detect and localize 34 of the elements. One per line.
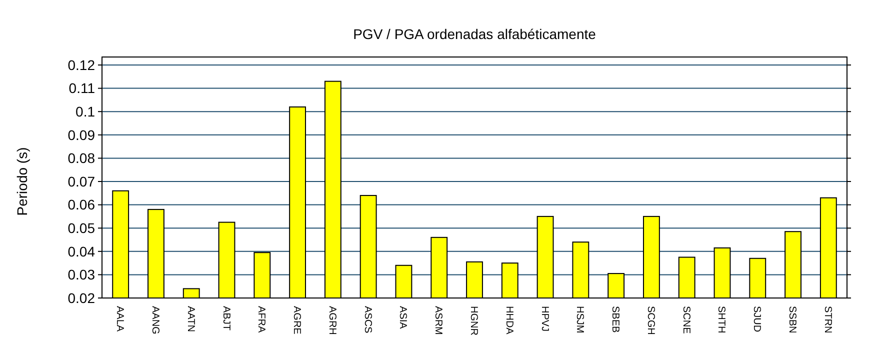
- x-tick-label: SJUD: [751, 306, 762, 332]
- x-tick-label: AGRH: [326, 306, 338, 335]
- chart-title: PGV / PGA ordenadas alfabéticamente: [353, 26, 596, 42]
- y-tick-label: 0.11: [68, 80, 96, 96]
- y-tick-label: 0.1: [76, 104, 96, 120]
- x-tick-label: HPVJ: [538, 306, 550, 332]
- x-tick-label: ABJT: [220, 306, 232, 330]
- y-tick-label: 0.03: [68, 266, 96, 283]
- x-tick-label: HSJM: [574, 306, 586, 334]
- y-axis-title: Periodo (s): [14, 147, 30, 216]
- x-tick-label: HHDA: [503, 306, 514, 335]
- x-tick-label: AANG: [149, 306, 160, 335]
- x-tick-label: SCGH: [644, 306, 656, 335]
- y-tick-label: 0.02: [68, 290, 96, 306]
- x-tick-label: ASRM: [432, 306, 444, 335]
- x-tick-label: AATN: [184, 306, 196, 332]
- x-tick-label: AALA: [114, 306, 126, 332]
- x-tick-label: ASCS: [362, 306, 373, 334]
- x-tick-label: AFRA: [256, 306, 267, 333]
- x-tick-label: SHTH: [716, 306, 727, 334]
- x-tick-label: HGNR: [468, 306, 479, 336]
- x-tick-label: SBEB: [610, 306, 621, 334]
- y-tick-label: 0.06: [68, 196, 96, 213]
- x-tick-label: STRN: [822, 306, 833, 334]
- y-tick-label: 0.09: [68, 126, 96, 143]
- y-tick-label: 0.07: [68, 173, 96, 190]
- x-tick-label: SCNE: [680, 306, 692, 334]
- x-tick-label: SSBN: [786, 306, 798, 334]
- y-tick-label: 0.08: [68, 150, 96, 166]
- x-tick-label: ASIA: [397, 306, 408, 330]
- y-tick-label: 0.04: [68, 243, 96, 260]
- y-tick-label: 0.05: [68, 220, 96, 236]
- x-tick-label: AGRE: [291, 306, 302, 335]
- y-tick-label: 0.12: [68, 56, 96, 73]
